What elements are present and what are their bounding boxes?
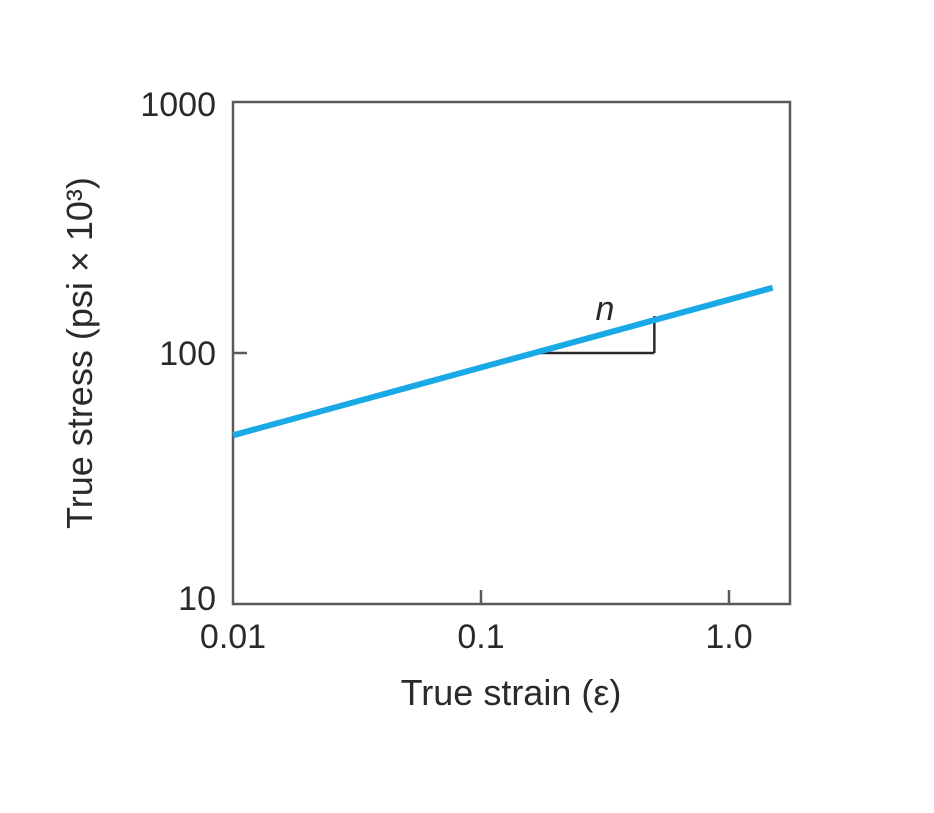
y-tick-label: 10: [178, 580, 216, 618]
x-axis-ticks: 0.01 0.1 1.0: [200, 590, 753, 656]
x-tick-label: 0.01: [200, 618, 266, 656]
x-tick-label: 0.1: [457, 618, 504, 656]
y-axis-title: True stress (psi × 10³): [59, 177, 100, 529]
y-tick-label: 1000: [140, 86, 216, 124]
slope-label-n: n: [596, 290, 615, 328]
y-axis-ticks: 10 100 1000: [140, 86, 247, 618]
data-series-line: [232, 284, 774, 439]
x-tick-label: 1.0: [705, 618, 752, 656]
plot-area-frame: [231, 100, 792, 606]
y-tick-label: 100: [159, 335, 216, 373]
x-axis-title: True strain (ε): [401, 672, 622, 713]
